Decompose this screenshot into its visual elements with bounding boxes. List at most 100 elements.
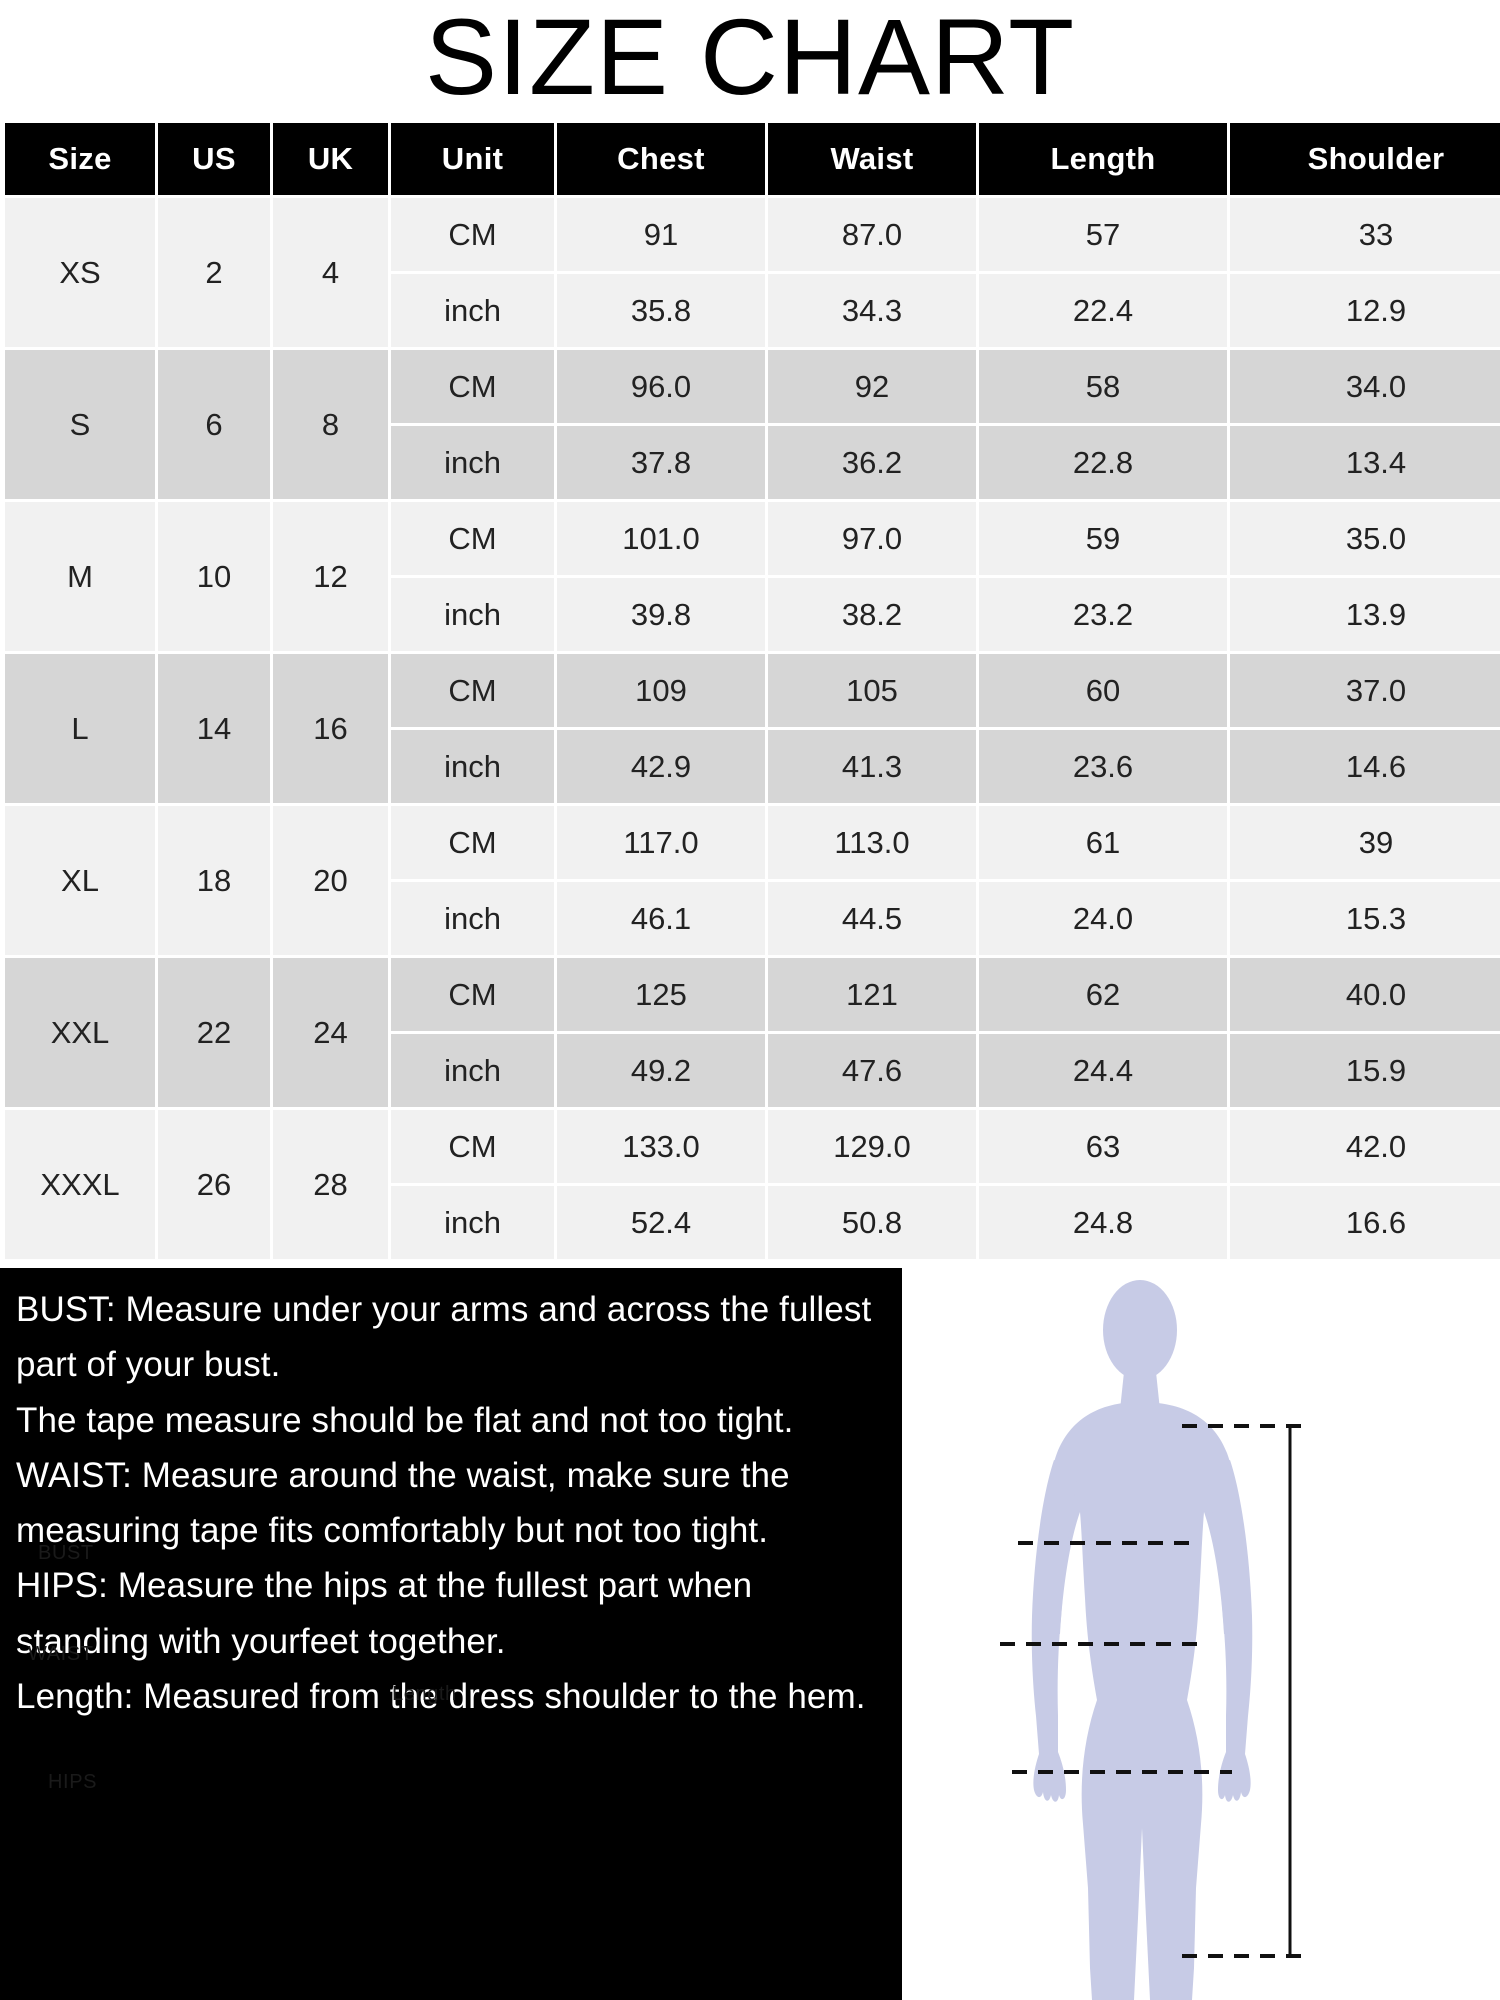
table-row: inch 49.2 47.6 24.4 15.9: [5, 1034, 1500, 1108]
column-header-size: Size: [5, 123, 155, 196]
size-table-container: Size US UK Unit Chest Waist Length Shoul…: [0, 120, 1500, 1262]
cell-chest: 96.0: [557, 350, 765, 424]
cell-size: M: [5, 502, 155, 652]
cell-uk: 20: [273, 806, 388, 956]
cell-unit: CM: [391, 806, 554, 880]
cell-unit: inch: [391, 578, 554, 652]
cell-us: 14: [158, 654, 270, 804]
cell-waist: 47.6: [768, 1034, 976, 1108]
cell-shoulder: 33: [1230, 198, 1500, 272]
cell-length: 22.4: [979, 274, 1227, 348]
cell-length: 22.8: [979, 426, 1227, 500]
cell-waist: 97.0: [768, 502, 976, 576]
cell-unit: CM: [391, 502, 554, 576]
length-label: Length: [392, 1683, 457, 1705]
column-header-uk: UK: [273, 123, 388, 196]
cell-waist: 44.5: [768, 882, 976, 956]
cell-chest: 49.2: [557, 1034, 765, 1108]
cell-waist: 36.2: [768, 426, 976, 500]
cell-chest: 39.8: [557, 578, 765, 652]
cell-chest: 37.8: [557, 426, 765, 500]
cell-chest: 109: [557, 654, 765, 728]
cell-length: 63: [979, 1110, 1227, 1184]
cell-unit: inch: [391, 274, 554, 348]
column-header-us: US: [158, 123, 270, 196]
cell-length: 24.0: [979, 882, 1227, 956]
table-row: L 14 16 CM 109 105 60 37.0: [5, 654, 1500, 804]
cell-shoulder: 40.0: [1230, 958, 1500, 1032]
column-header-length: Length: [979, 123, 1227, 196]
cell-unit: inch: [391, 730, 554, 804]
cell-unit: CM: [391, 350, 554, 424]
column-header-chest: Chest: [557, 123, 765, 196]
cell-shoulder: 12.9: [1230, 274, 1500, 348]
cell-unit: CM: [391, 958, 554, 1032]
cell-us: 18: [158, 806, 270, 956]
measurement-instructions-panel: BUST: Measure under your arms and across…: [0, 1268, 902, 2000]
cell-size: S: [5, 350, 155, 500]
cell-size: L: [5, 654, 155, 804]
cell-us: 26: [158, 1110, 270, 1260]
bottom-section: BUST: Measure under your arms and across…: [0, 1268, 1500, 2000]
cell-us: 6: [158, 350, 270, 500]
bust-label: BUST: [38, 1542, 94, 1564]
cell-shoulder: 42.0: [1230, 1110, 1500, 1184]
cell-size: XXXL: [5, 1110, 155, 1260]
cell-size: XS: [5, 198, 155, 348]
table-row: XXXL 26 28 CM 133.0 129.0 63 42.0: [5, 1110, 1500, 1260]
cell-chest: 101.0: [557, 502, 765, 576]
cell-waist: 50.8: [768, 1186, 976, 1260]
table-row: XL 18 20 CM 117.0 113.0 61 39: [5, 806, 1500, 956]
cell-chest: 35.8: [557, 274, 765, 348]
table-row: XS 2 4 CM 91 87.0 57 33: [5, 198, 1500, 348]
cell-length: 23.2: [979, 578, 1227, 652]
cell-size: XL: [5, 806, 155, 956]
cell-length: 24.4: [979, 1034, 1227, 1108]
cell-shoulder: 15.9: [1230, 1034, 1500, 1108]
cell-chest: 117.0: [557, 806, 765, 880]
cell-length: 61: [979, 806, 1227, 880]
cell-unit: CM: [391, 1110, 554, 1184]
cell-waist: 113.0: [768, 806, 976, 880]
cell-length: 60: [979, 654, 1227, 728]
table-row: inch 37.8 36.2 22.8 13.4: [5, 426, 1500, 500]
hips-label: HIPS: [48, 1771, 98, 1793]
cell-us: 2: [158, 198, 270, 348]
table-row: XXL 22 24 CM 125 121 62 40.0: [5, 958, 1500, 1108]
cell-unit: CM: [391, 198, 554, 272]
table-header-row: Size US UK Unit Chest Waist Length Shoul…: [5, 123, 1500, 196]
female-silhouette-icon: [1031, 1280, 1253, 2000]
cell-shoulder: 34.0: [1230, 350, 1500, 424]
cell-shoulder: 14.6: [1230, 730, 1500, 804]
cell-unit: CM: [391, 654, 554, 728]
cell-shoulder: 39: [1230, 806, 1500, 880]
waist-label: WAIST: [28, 1643, 94, 1665]
measurement-instructions-text: BUST: Measure under your arms and across…: [16, 1290, 872, 1717]
cell-us: 22: [158, 958, 270, 1108]
cell-length: 59: [979, 502, 1227, 576]
cell-shoulder: 16.6: [1230, 1186, 1500, 1260]
table-row: S 6 8 CM 96.0 92 58 34.0: [5, 350, 1500, 500]
cell-chest: 52.4: [557, 1186, 765, 1260]
cell-length: 23.6: [979, 730, 1227, 804]
cell-shoulder: 13.9: [1230, 578, 1500, 652]
column-header-unit: Unit: [391, 123, 554, 196]
cell-uk: 24: [273, 958, 388, 1108]
cell-size: XXL: [5, 958, 155, 1108]
cell-length: 58: [979, 350, 1227, 424]
table-row: M 10 12 CM 101.0 97.0 59 35.0: [5, 502, 1500, 652]
table-row: inch 52.4 50.8 24.8 16.6: [5, 1186, 1500, 1260]
size-table-body: XS 2 4 CM 91 87.0 57 33 inch 35.8 34.3 22.4 12.9 S 6 8 C…: [5, 198, 1500, 1260]
cell-chest: 91: [557, 198, 765, 272]
cell-chest: 125: [557, 958, 765, 1032]
cell-waist: 121: [768, 958, 976, 1032]
cell-uk: 12: [273, 502, 388, 652]
cell-waist: 41.3: [768, 730, 976, 804]
cell-chest: 46.1: [557, 882, 765, 956]
cell-waist: 105: [768, 654, 976, 728]
table-row: inch 39.8 38.2 23.2 13.9: [5, 578, 1500, 652]
cell-shoulder: 37.0: [1230, 654, 1500, 728]
cell-uk: 4: [273, 198, 388, 348]
cell-us: 10: [158, 502, 270, 652]
cell-waist: 129.0: [768, 1110, 976, 1184]
